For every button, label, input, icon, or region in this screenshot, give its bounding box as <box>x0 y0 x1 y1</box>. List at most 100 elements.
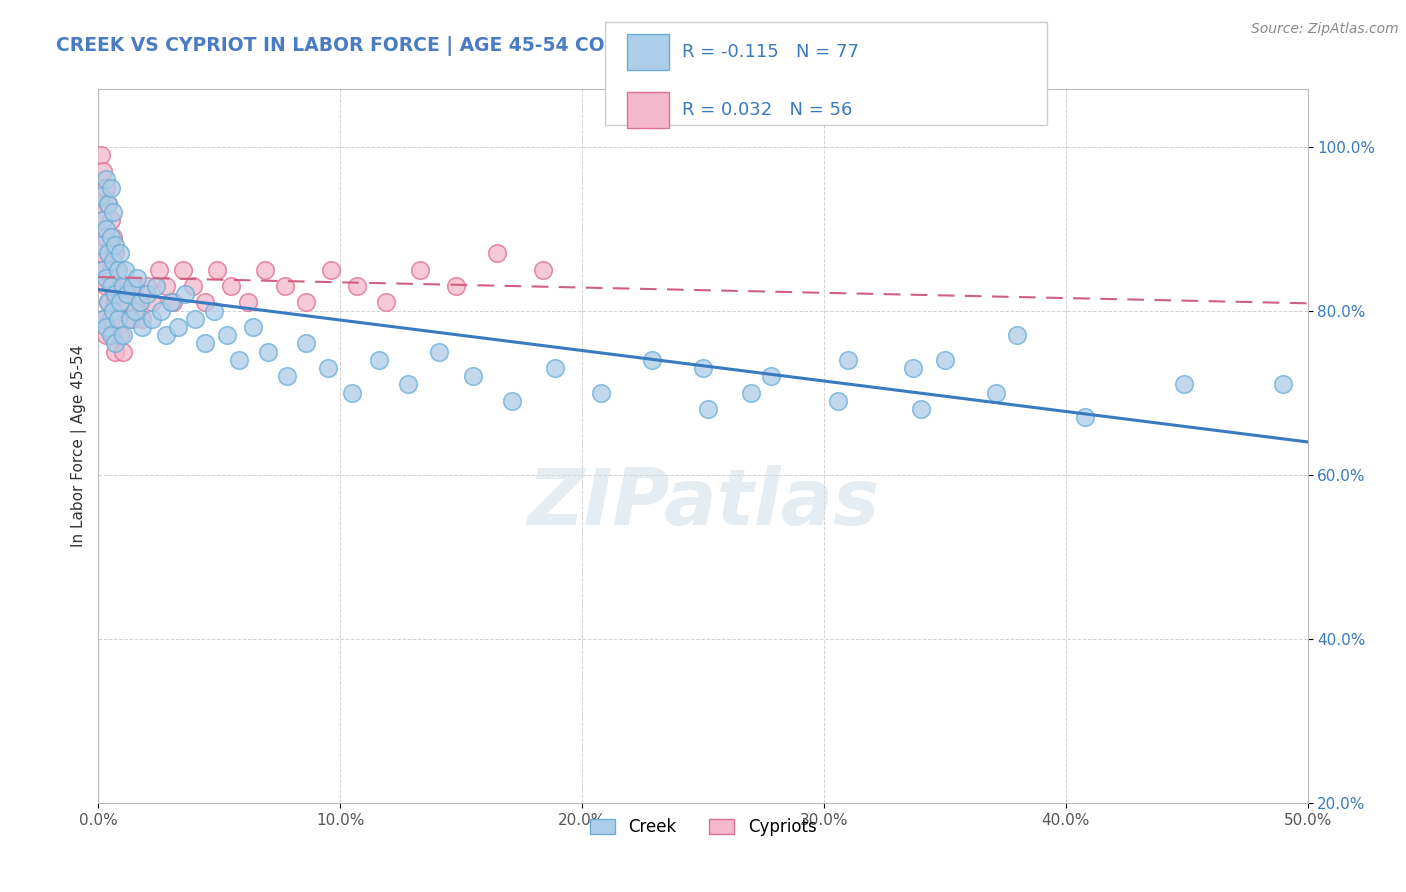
Point <box>128 295 150 310</box>
Point <box>160 295 183 310</box>
Point <box>90 246 112 260</box>
Point <box>101 230 124 244</box>
Point <box>97 197 120 211</box>
Point <box>1173 377 1195 392</box>
Point <box>167 320 190 334</box>
Point <box>100 230 122 244</box>
Point <box>111 344 134 359</box>
Point <box>131 311 153 326</box>
Point <box>174 287 197 301</box>
Point <box>91 164 114 178</box>
Point <box>172 262 194 277</box>
Point <box>910 402 932 417</box>
Point <box>108 295 131 310</box>
Point <box>97 295 120 310</box>
Point <box>101 254 124 268</box>
Point <box>295 295 318 310</box>
Point <box>128 295 150 310</box>
Point <box>254 262 277 277</box>
Point <box>101 279 124 293</box>
Text: Source: ZipAtlas.com: Source: ZipAtlas.com <box>1251 22 1399 37</box>
Point <box>124 279 146 293</box>
Point <box>108 279 131 293</box>
Point <box>114 262 136 277</box>
Point <box>984 385 1007 400</box>
Point <box>91 262 114 277</box>
Point <box>155 279 177 293</box>
Point <box>184 311 207 326</box>
Point <box>107 311 129 326</box>
Point <box>104 238 127 252</box>
Point <box>100 311 122 326</box>
Point <box>319 262 342 277</box>
Point <box>90 148 112 162</box>
Legend: Creek, Cypriots: Creek, Cypriots <box>581 810 825 845</box>
Point <box>97 295 120 310</box>
Point <box>111 328 134 343</box>
Point <box>228 352 250 367</box>
Point <box>100 328 122 343</box>
Point <box>94 180 117 194</box>
Text: CREEK VS CYPRIOT IN LABOR FORCE | AGE 45-54 CORRELATION CHART: CREEK VS CYPRIOT IN LABOR FORCE | AGE 45… <box>56 36 800 55</box>
Point <box>135 279 157 293</box>
Point <box>692 361 714 376</box>
Point <box>97 197 120 211</box>
Text: ZIPatlas: ZIPatlas <box>527 465 879 541</box>
Point <box>90 238 112 252</box>
Point <box>759 369 782 384</box>
Point <box>934 352 956 367</box>
Point <box>242 320 264 334</box>
Point <box>696 402 718 417</box>
Point <box>316 361 339 376</box>
Point <box>90 197 112 211</box>
Point <box>1272 377 1295 392</box>
Point <box>740 385 762 400</box>
Point <box>94 320 117 334</box>
Point <box>544 361 567 376</box>
Point <box>903 361 925 376</box>
Point <box>135 287 157 301</box>
Point <box>486 246 509 260</box>
Point <box>117 295 139 310</box>
Point <box>446 279 468 293</box>
Point <box>90 189 112 203</box>
Point <box>104 344 127 359</box>
Point <box>101 328 124 343</box>
Point <box>215 328 238 343</box>
Point <box>101 303 124 318</box>
Point <box>108 246 131 260</box>
Point <box>409 262 432 277</box>
Point <box>107 311 129 326</box>
Point <box>204 303 226 318</box>
Point <box>91 311 114 326</box>
Point <box>118 311 141 326</box>
Point <box>94 270 117 285</box>
Point <box>276 369 298 384</box>
Point <box>131 320 153 334</box>
Text: R = 0.032   N = 56: R = 0.032 N = 56 <box>682 101 852 119</box>
Point <box>124 303 146 318</box>
Point <box>295 336 318 351</box>
Point <box>94 279 117 293</box>
Point <box>194 295 217 310</box>
Point <box>221 279 243 293</box>
Point <box>273 279 295 293</box>
Point <box>114 279 136 293</box>
Point <box>1074 410 1097 425</box>
Point <box>256 344 278 359</box>
Point <box>127 270 149 285</box>
Point <box>100 213 122 227</box>
Point <box>111 279 134 293</box>
Point <box>107 262 129 277</box>
Point <box>104 287 127 301</box>
Point <box>100 180 122 194</box>
Point <box>342 385 364 400</box>
Point <box>94 172 117 186</box>
Point <box>463 369 485 384</box>
Point <box>827 393 849 408</box>
Point <box>501 393 523 408</box>
Point <box>145 279 167 293</box>
Point <box>148 262 170 277</box>
Point <box>641 352 664 367</box>
Text: R = -0.115   N = 77: R = -0.115 N = 77 <box>682 43 859 61</box>
